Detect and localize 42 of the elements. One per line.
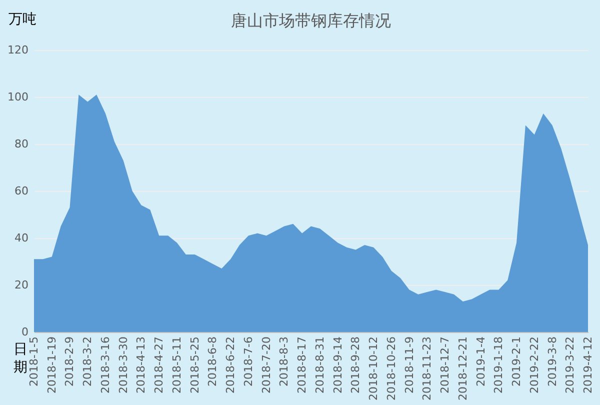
x-tick-label: 2018-2-9 (63, 336, 76, 386)
y-tick-label: 120 (8, 44, 28, 56)
x-tick-label: 2018-9-28 (349, 336, 362, 394)
x-tick-label: 2018-8-17 (296, 336, 309, 394)
x-tick-label: 2018-7-20 (260, 336, 273, 394)
x-tick-label: 2019-4-12 (582, 336, 594, 394)
x-tick-label: 2018-9-14 (331, 336, 344, 394)
y-tick-label: 20 (14, 278, 28, 292)
y-tick-label: 40 (14, 232, 28, 244)
x-tick-label: 2018-6-22 (224, 336, 238, 394)
x-tick-label: 2019-3-22 (564, 336, 577, 394)
x-tick-label: 2019-2-22 (528, 336, 541, 394)
x-tick-label: 2018-10-12 (367, 336, 380, 400)
x-tick-label: 2019-3-8 (546, 336, 559, 386)
x-tick-label: 2018-3-2 (81, 336, 94, 386)
y-tick-label: 0 (22, 326, 28, 338)
x-tick-label: 2018-10-26 (384, 336, 398, 400)
x-tick-label: 2019-2-1 (510, 336, 524, 386)
y-axis-title: 万吨 (8, 12, 36, 28)
x-tick-label: 2018-8-3 (278, 336, 291, 386)
x-tick-label: 2018-12-21 (456, 336, 470, 400)
x-tick-label: 2018-3-16 (98, 336, 112, 394)
x-tick-label: 2018-12-7 (438, 336, 452, 394)
x-tick-label: 2018-7-6 (242, 336, 255, 386)
x-tick-label: 2019-1-18 (492, 336, 506, 394)
x-tick-label: 2018-11-9 (402, 336, 416, 394)
chart-title: 唐山市场带钢库存情况 (231, 11, 391, 30)
y-tick-label: 100 (8, 90, 28, 104)
x-tick-label: 2018-11-23 (420, 336, 434, 400)
x-tick-label: 2018-4-27 (152, 336, 166, 394)
x-tick-label: 2018-4-13 (134, 336, 148, 394)
y-tick-label: 80 (14, 138, 28, 150)
x-tick-label: 2018-8-31 (313, 336, 326, 394)
x-tick-label: 2018-1-5 (28, 336, 40, 386)
x-tick-label: 2018-5-11 (170, 336, 184, 394)
x-tick-label: 2018-5-25 (188, 336, 202, 394)
x-tick-label: 2018-1-19 (45, 336, 58, 394)
x-tick-label: 2018-6-8 (206, 336, 220, 386)
x-tick-label: 2019-1-4 (474, 336, 488, 386)
x-axis-title: 日期 (14, 342, 28, 376)
x-tick-label: 2018-3-30 (116, 336, 130, 394)
y-tick-label: 60 (14, 184, 28, 198)
